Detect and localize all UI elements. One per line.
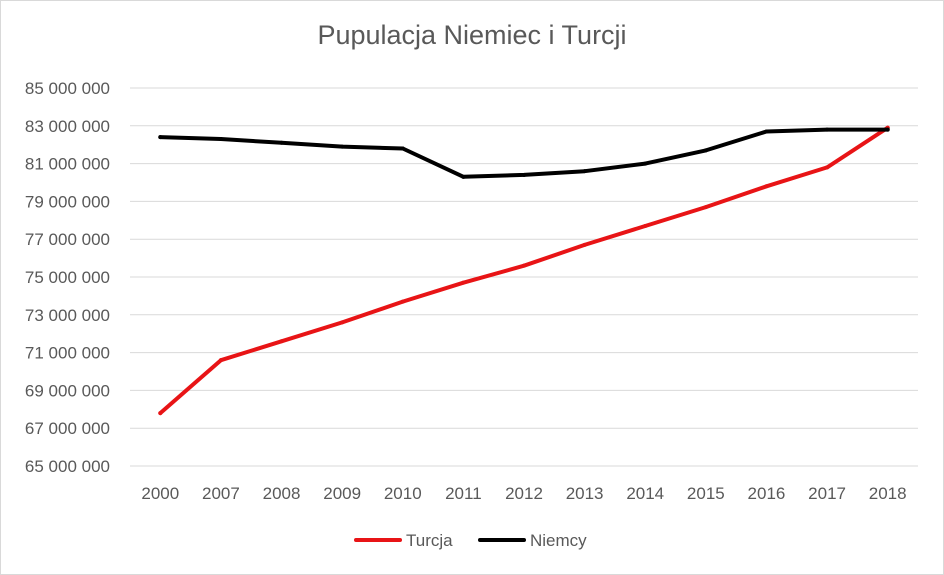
data-point-turcja bbox=[582, 242, 587, 247]
x-tick-label: 2008 bbox=[263, 484, 301, 503]
x-tick-label: 2016 bbox=[748, 484, 786, 503]
y-tick-label: 73 000 000 bbox=[25, 306, 110, 325]
data-point-turcja bbox=[279, 339, 284, 344]
x-tick-label: 2007 bbox=[202, 484, 240, 503]
series-lines bbox=[158, 125, 890, 416]
data-point-niemcy bbox=[522, 172, 526, 177]
y-tick-label: 85 000 000 bbox=[25, 79, 110, 98]
gridlines bbox=[130, 87, 918, 467]
data-point-turcja bbox=[703, 205, 708, 210]
x-tick-label: 2018 bbox=[869, 484, 907, 503]
y-tick-label: 67 000 000 bbox=[25, 419, 110, 438]
y-tick-label: 79 000 000 bbox=[25, 192, 110, 211]
data-point-niemcy bbox=[703, 148, 708, 153]
data-point-niemcy bbox=[582, 169, 587, 174]
legend-label-turcja: Turcja bbox=[406, 531, 453, 550]
data-point-niemcy bbox=[885, 127, 890, 132]
x-tick-label: 2017 bbox=[808, 484, 846, 503]
y-tick-label: 81 000 000 bbox=[25, 155, 110, 174]
data-point-niemcy bbox=[400, 146, 405, 151]
chart-title: Pupulacja Niemiec i Turcji bbox=[317, 20, 627, 50]
legend: Turcja Niemcy bbox=[354, 531, 587, 550]
x-axis-tick-labels: 2000 2007 2008 2009 2010 2011 2012 2013 2014 2015… bbox=[141, 484, 906, 503]
x-tick-label: 2012 bbox=[505, 484, 543, 503]
y-tick-label: 69 000 000 bbox=[25, 381, 110, 400]
y-axis-tick-labels: 65 000 000 67 000 000 69 000 000 71 000 000… bbox=[25, 79, 110, 476]
data-point-niemcy bbox=[461, 174, 466, 179]
x-tick-label: 2015 bbox=[687, 484, 725, 503]
data-point-turcja bbox=[825, 165, 830, 170]
data-point-turcja bbox=[218, 358, 223, 363]
data-point-niemcy bbox=[279, 140, 284, 145]
data-point-turcja bbox=[461, 280, 466, 285]
data-point-turcja bbox=[340, 320, 345, 325]
series-line-turcja bbox=[158, 125, 890, 416]
legend-label-niemcy: Niemcy bbox=[530, 531, 587, 550]
y-tick-label: 71 000 000 bbox=[25, 344, 110, 363]
data-point-niemcy bbox=[643, 161, 648, 166]
x-tick-label: 2011 bbox=[445, 484, 482, 503]
y-tick-label: 77 000 000 bbox=[25, 230, 110, 249]
x-tick-label: 2010 bbox=[384, 484, 422, 503]
data-point-turcja bbox=[764, 184, 769, 189]
x-tick-label: 2014 bbox=[626, 484, 664, 503]
y-tick-label: 75 000 000 bbox=[25, 268, 110, 287]
data-point-niemcy bbox=[764, 129, 769, 134]
series-line-niemcy bbox=[158, 127, 890, 179]
data-point-niemcy bbox=[825, 127, 830, 132]
data-point-niemcy bbox=[340, 144, 345, 149]
data-point-turcja bbox=[158, 411, 163, 416]
data-point-niemcy bbox=[158, 135, 163, 140]
y-tick-label: 65 000 000 bbox=[25, 457, 110, 476]
x-tick-label: 2000 bbox=[141, 484, 179, 503]
x-tick-label: 2009 bbox=[323, 484, 361, 503]
data-point-niemcy bbox=[218, 137, 223, 142]
x-tick-label: 2013 bbox=[566, 484, 604, 503]
data-point-turcja bbox=[522, 263, 526, 268]
data-point-turcja bbox=[400, 299, 405, 304]
data-point-turcja bbox=[643, 223, 648, 228]
y-tick-label: 83 000 000 bbox=[25, 117, 110, 136]
